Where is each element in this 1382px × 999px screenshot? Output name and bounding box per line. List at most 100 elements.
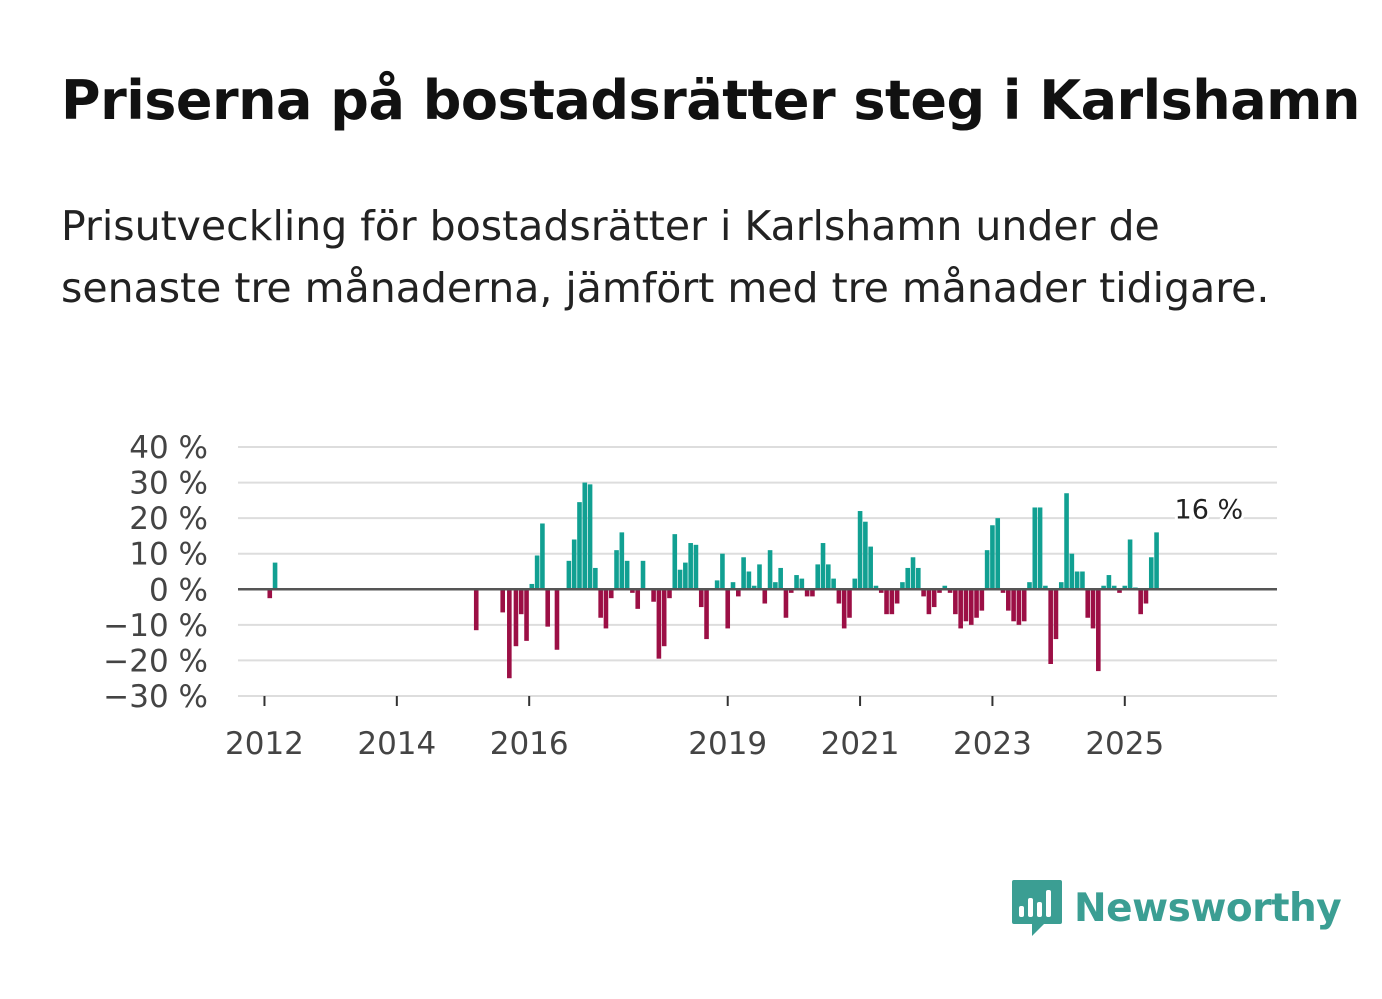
bar [1074,571,1080,590]
bar [1085,589,1091,618]
bar [545,589,551,627]
bar [937,589,942,593]
y-tick-label: 30 % [129,466,208,502]
bar [926,589,932,615]
y-tick-label: 40 % [129,430,208,466]
bar [540,523,545,590]
y-tick-label: −20 % [103,643,208,679]
bar [990,525,995,590]
bar [931,589,937,608]
bar [566,560,572,590]
bar [767,550,773,590]
bar [751,585,757,590]
bar [1096,589,1101,672]
bar [582,482,588,590]
bar [1011,589,1016,622]
x-tick-label: 2016 [490,726,569,762]
bar [1043,585,1048,590]
y-tick-label: −10 % [103,608,208,644]
bar-chart: 40 %30 %20 %10 %0 %−10 %−20 %−30 % 2012 20… [103,430,1277,762]
bar [836,589,842,604]
bar [1122,585,1128,590]
bar [661,589,667,647]
bar [577,502,582,590]
value-annotation: 16 % [1175,494,1244,525]
bar [529,583,535,590]
bar [746,571,752,590]
bar [916,567,921,590]
bar [688,543,693,590]
bar [1111,585,1117,590]
bar [1053,589,1059,640]
bar [984,550,990,590]
y-tick-label: 10 % [129,537,208,573]
bar [942,585,948,590]
bar [725,589,731,629]
bar [979,589,985,611]
bar [868,546,873,590]
bar [889,589,895,615]
newsworthy-logo: Newsworthy [1010,878,1342,938]
bars [267,482,1159,679]
bar [974,589,979,618]
bar [1117,589,1122,593]
bar [900,582,905,590]
axes [238,588,1277,706]
bar [624,560,630,590]
bar [593,567,598,590]
bar [651,589,656,602]
bar [554,589,560,650]
bar [513,589,519,647]
bar [873,585,879,590]
bar [799,578,805,590]
bar [720,553,725,590]
bar [947,589,953,593]
y-tick-label: −30 % [103,679,208,715]
bar [730,582,736,590]
bar [894,589,900,604]
bar [1143,589,1149,604]
bar [714,580,720,590]
bar [473,589,479,631]
chart-subtitle: Prisutveckling för bostadsrätter i Karls… [61,202,1270,312]
bar [640,560,646,590]
bar [741,557,746,590]
bar [667,589,672,599]
bar [863,521,868,590]
bar [1000,589,1006,593]
gridlines [238,446,1277,697]
x-tick-label: 2012 [225,726,304,762]
bar [857,511,863,590]
bar [672,534,678,590]
bar [1064,493,1069,590]
bar [272,562,278,590]
bar [958,589,963,629]
chart-title: Priserna på bostadsrätter steg i Karlsha… [61,69,1360,132]
bar [1138,589,1143,615]
bar [831,578,836,590]
bar [603,589,609,629]
logo-text: Newsworthy [1074,885,1342,931]
bar [571,539,577,590]
bar [841,589,847,629]
bar [815,564,821,590]
bar [608,589,614,599]
bar [788,589,794,593]
bar [635,589,641,609]
bar [1069,553,1075,590]
y-tick-label: 0 % [149,572,208,608]
bar [614,550,619,590]
bar [1154,532,1159,590]
x-tick-label: 2025 [1085,726,1164,762]
bar [968,589,974,625]
bar [1127,539,1133,590]
bar [1032,507,1038,590]
bar [783,589,789,618]
bar [963,589,969,622]
bar [507,589,512,679]
x-tick-label: 2014 [357,726,436,762]
bar [878,589,884,593]
bar [804,589,810,597]
bar [1058,582,1064,590]
bar [778,567,783,590]
